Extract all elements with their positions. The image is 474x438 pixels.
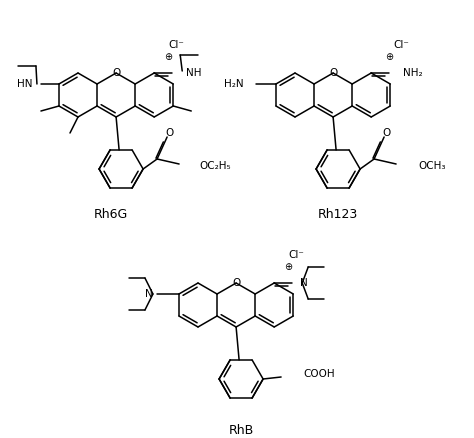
Text: O: O	[165, 128, 173, 138]
Text: H₂N: H₂N	[224, 79, 244, 89]
Text: NH: NH	[186, 68, 202, 78]
Text: O: O	[329, 68, 337, 78]
Text: HN: HN	[18, 79, 33, 89]
Text: O: O	[382, 128, 390, 138]
Text: Rh6G: Rh6G	[94, 208, 128, 222]
Text: N: N	[300, 278, 308, 288]
Text: ⊕: ⊕	[385, 52, 393, 62]
Text: Cl⁻: Cl⁻	[393, 40, 409, 50]
Text: OC₂H₅: OC₂H₅	[199, 161, 231, 171]
Text: ⊕: ⊕	[164, 52, 172, 62]
Text: N: N	[145, 289, 153, 299]
Text: Rh123: Rh123	[318, 208, 358, 222]
Text: Cl⁻: Cl⁻	[168, 40, 184, 50]
Text: OCH₃: OCH₃	[418, 161, 446, 171]
Text: O: O	[112, 68, 120, 78]
Text: COOH: COOH	[303, 369, 335, 379]
Text: ⊕: ⊕	[284, 262, 292, 272]
Text: RhB: RhB	[228, 424, 254, 437]
Text: NH₂: NH₂	[403, 68, 423, 78]
Text: O: O	[232, 278, 240, 288]
Text: Cl⁻: Cl⁻	[288, 250, 304, 260]
